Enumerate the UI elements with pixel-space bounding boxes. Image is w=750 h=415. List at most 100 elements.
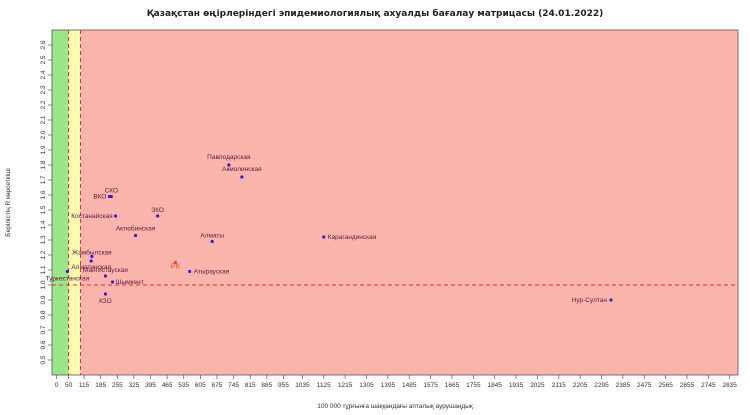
y-tick-label: 1.7 bbox=[40, 175, 47, 184]
x-tick-label: 1485 bbox=[402, 382, 417, 389]
point-label: Карагандинская bbox=[328, 234, 377, 241]
data-point bbox=[133, 233, 138, 238]
y-tick-label: 2.3 bbox=[40, 85, 47, 94]
data-point bbox=[103, 274, 108, 278]
x-tick-label: 2115 bbox=[552, 382, 566, 389]
point-label: Костанайская bbox=[71, 212, 113, 220]
point-label: Акмолинская bbox=[222, 166, 262, 173]
data-point bbox=[65, 269, 70, 274]
x-tick-label: 745 bbox=[228, 382, 239, 389]
x-tick-label: 255 bbox=[112, 382, 123, 389]
x-tick-label: 1575 bbox=[423, 382, 438, 389]
x-tick-label: 2205 bbox=[573, 382, 588, 389]
y-tick-label: 0.8 bbox=[40, 310, 47, 319]
data-point bbox=[156, 214, 160, 218]
x-tick-label: 535 bbox=[178, 382, 189, 389]
y-tick-label: 2.5 bbox=[40, 55, 47, 64]
x-tick-label: 2385 bbox=[616, 382, 631, 389]
point-label: Мангистауская bbox=[83, 267, 128, 274]
y-tick-label: 0.7 bbox=[40, 325, 47, 334]
x-tick-label: 2835 bbox=[722, 382, 737, 389]
x-tick-label: 1845 bbox=[487, 382, 502, 389]
point-label: Актюбинская bbox=[116, 225, 156, 233]
y-tick-label: 1.8 bbox=[40, 160, 47, 169]
y-tick-label: 2.4 bbox=[40, 70, 47, 79]
data-point bbox=[89, 259, 93, 263]
data-point bbox=[227, 163, 231, 167]
point-label: Шымкент bbox=[116, 279, 144, 286]
data-point bbox=[103, 292, 108, 296]
point-label: Павлодарская bbox=[207, 154, 251, 161]
x-tick-label: 115 bbox=[79, 382, 90, 389]
x-tick-label: 2655 bbox=[680, 382, 695, 389]
x-tick-label: 1305 bbox=[359, 382, 374, 389]
x-tick-label: 815 bbox=[245, 382, 256, 389]
y-tick-label: 2.6 bbox=[40, 40, 47, 49]
x-tick-label: 1665 bbox=[445, 382, 460, 389]
x-tick-label: 1215 bbox=[338, 382, 353, 389]
x-tick-label: 675 bbox=[212, 382, 223, 389]
x-tick-label: 2025 bbox=[530, 382, 545, 389]
y-tick-label: 0.6 bbox=[40, 340, 47, 349]
x-tick-label: 325 bbox=[128, 382, 139, 389]
risk-zone-1 bbox=[68, 30, 81, 375]
chart-title: Қазақстан өңірлеріндегі эпидемиологиялық… bbox=[146, 9, 604, 19]
y-tick-label: 1.3 bbox=[40, 235, 47, 244]
x-tick-label: 1395 bbox=[381, 382, 396, 389]
data-point bbox=[114, 214, 118, 218]
x-tick-label: 1035 bbox=[295, 382, 310, 389]
y-tick-label: 0.9 bbox=[40, 295, 47, 304]
point-label: Алматинская bbox=[71, 264, 111, 271]
x-tick-label: 465 bbox=[162, 382, 173, 389]
x-axis-title: 100 000 тұрғынға шаққандағы апталық ауру… bbox=[317, 403, 473, 410]
y-tick-label: 1.4 bbox=[40, 220, 47, 229]
point-label: ВКО bbox=[93, 194, 106, 201]
point-label: ЗКО bbox=[151, 207, 164, 214]
point-label: Атырауская bbox=[194, 269, 230, 276]
point-label: Жамбылская bbox=[72, 249, 112, 257]
x-tick-label: 1935 bbox=[509, 382, 524, 389]
y-tick-label: 1.2 bbox=[40, 250, 47, 259]
x-tick-label: 885 bbox=[261, 382, 272, 389]
point-label: Алматы bbox=[200, 233, 224, 240]
x-tick-label: 1125 bbox=[317, 382, 331, 389]
y-tick-label: 1.1 bbox=[40, 265, 47, 274]
data-point bbox=[110, 280, 115, 284]
x-tick-label: 1755 bbox=[466, 382, 481, 389]
plot-frame bbox=[51, 29, 739, 376]
x-tick-label: 2745 bbox=[701, 382, 716, 389]
x-tick-label: 605 bbox=[195, 382, 206, 389]
y-axis-title: Берілістің R көрсеткіші bbox=[4, 168, 12, 236]
point-label: Туркестанская bbox=[46, 276, 90, 283]
data-point bbox=[210, 239, 214, 244]
y-tick-label: 1.9 bbox=[40, 145, 47, 154]
data-point bbox=[188, 269, 192, 274]
x-tick-label: 0 bbox=[55, 382, 59, 389]
point-label: КЗО bbox=[99, 298, 112, 305]
x-tick-label: 185 bbox=[95, 382, 106, 389]
x-tick-label: 395 bbox=[145, 382, 156, 389]
x-tick-label: 955 bbox=[278, 382, 289, 389]
data-point bbox=[173, 260, 178, 265]
y-tick-label: 2.1 bbox=[40, 115, 47, 124]
data-point bbox=[107, 194, 112, 199]
y-tick-label: 0.5 bbox=[40, 355, 47, 364]
y-tick-label: 2.0 bbox=[40, 130, 47, 139]
data-point bbox=[240, 175, 244, 179]
y-tick-label: 1.5 bbox=[40, 205, 47, 214]
risk-zone-2 bbox=[80, 30, 738, 375]
y-tick-label: 1.6 bbox=[40, 190, 47, 199]
data-point bbox=[322, 235, 326, 239]
data-point bbox=[90, 254, 94, 259]
point-label: СКО bbox=[105, 188, 118, 195]
point-label: РК bbox=[171, 262, 181, 271]
x-tick-label: 2475 bbox=[637, 382, 652, 389]
y-tick-label: 2.2 bbox=[40, 100, 47, 109]
x-tick-label: 50 bbox=[65, 382, 73, 389]
y-tick-label: 1.0 bbox=[40, 280, 47, 289]
point-label: Нур-Султан bbox=[572, 297, 608, 304]
data-point bbox=[609, 298, 613, 302]
x-tick-label: 2295 bbox=[594, 382, 609, 389]
